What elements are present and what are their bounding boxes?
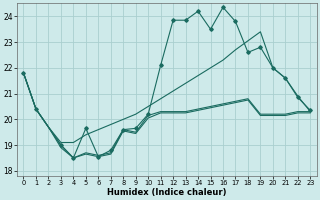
X-axis label: Humidex (Indice chaleur): Humidex (Indice chaleur) [107, 188, 227, 197]
